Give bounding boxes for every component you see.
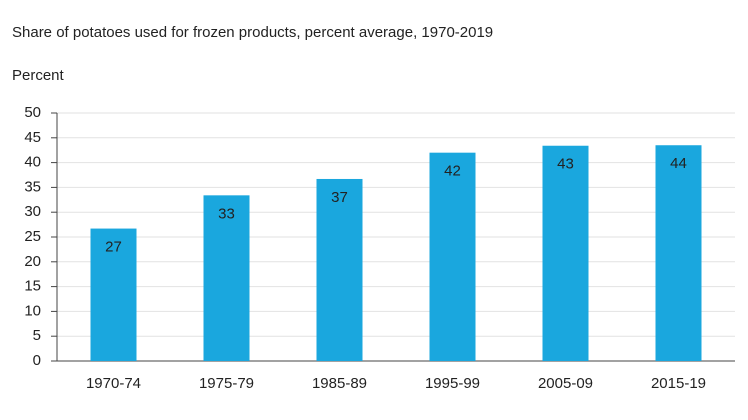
- bar: [542, 145, 589, 361]
- data-label: 44: [670, 155, 687, 172]
- data-label: 33: [218, 205, 235, 222]
- x-tick-label: 1970-74: [86, 375, 141, 392]
- y-tick-label: 10: [24, 302, 41, 319]
- data-label: 42: [444, 163, 461, 180]
- x-tick-label: 2015-19: [651, 375, 706, 392]
- x-tick-label: 1975-79: [199, 375, 254, 392]
- y-tick-label: 45: [24, 129, 41, 146]
- y-tick-label: 50: [24, 104, 41, 121]
- data-label: 27: [105, 239, 122, 256]
- x-tick-label: 1995-99: [425, 375, 480, 392]
- x-tick-label: 1985-89: [312, 375, 367, 392]
- bar: [429, 152, 476, 361]
- bar: [655, 145, 702, 361]
- data-label: 37: [331, 189, 348, 206]
- y-tick-label: 5: [33, 327, 41, 344]
- x-tick-label: 2005-09: [538, 375, 593, 392]
- y-tick-label: 15: [24, 278, 41, 295]
- y-tick-label: 35: [24, 178, 41, 195]
- data-label: 43: [557, 156, 574, 173]
- y-axis-label: Percent: [12, 67, 65, 84]
- y-tick-label: 40: [24, 154, 41, 171]
- bar: [90, 228, 137, 361]
- bar: [203, 195, 250, 361]
- chart-title: Share of potatoes used for frozen produc…: [12, 24, 493, 41]
- y-tick-label: 20: [24, 253, 41, 270]
- bar: [316, 178, 363, 361]
- y-tick-label: 25: [24, 228, 41, 245]
- y-tick-label: 30: [24, 203, 41, 220]
- y-tick-label: 0: [33, 352, 41, 369]
